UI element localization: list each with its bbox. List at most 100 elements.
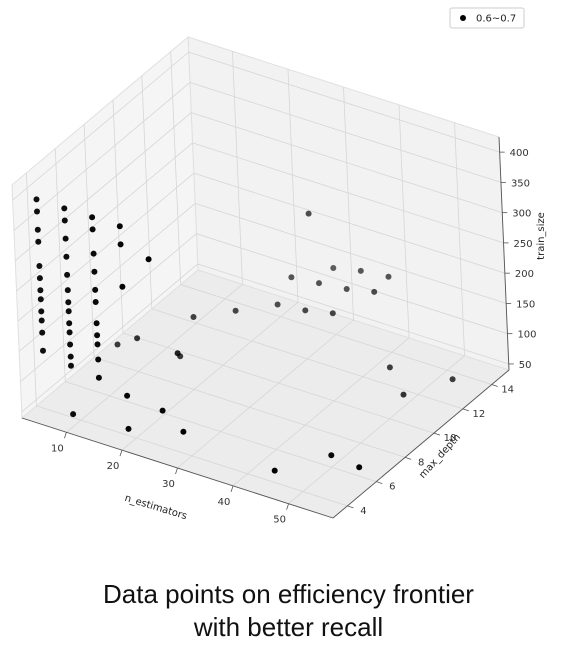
- y-tick: [463, 409, 469, 411]
- data-point: [63, 254, 69, 260]
- data-point: [288, 274, 294, 280]
- data-point: [37, 287, 43, 293]
- data-point: [61, 205, 67, 211]
- x-tick: [176, 468, 178, 474]
- data-point: [126, 426, 132, 432]
- data-point: [356, 464, 362, 470]
- data-point: [90, 226, 96, 232]
- data-point: [272, 468, 278, 474]
- data-point: [450, 376, 456, 382]
- x-tick-label: 40: [218, 497, 231, 508]
- data-point: [38, 296, 44, 302]
- data-point: [65, 299, 71, 305]
- data-point: [94, 332, 100, 338]
- data-point: [66, 308, 72, 314]
- data-point: [67, 342, 73, 348]
- z-tick-label: 100: [517, 330, 536, 341]
- data-point: [96, 375, 102, 381]
- data-point: [386, 274, 392, 280]
- data-point: [124, 393, 130, 399]
- data-point: [115, 342, 121, 348]
- z-tick-label: 400: [510, 148, 529, 159]
- figure-caption: Data points on efficiency frontier with …: [0, 578, 577, 644]
- data-point: [330, 310, 336, 316]
- data-point: [39, 318, 45, 324]
- x-tick-label: 10: [51, 443, 64, 454]
- data-point: [63, 236, 69, 242]
- y-tick: [347, 506, 353, 508]
- x-tick-label: 50: [273, 515, 286, 526]
- y-tick-label: 6: [389, 482, 395, 493]
- x-axis-title: n_estimators: [123, 493, 188, 522]
- data-point: [306, 211, 312, 217]
- data-point: [64, 272, 70, 278]
- data-point: [175, 350, 181, 356]
- data-point: [134, 335, 140, 341]
- data-point: [95, 341, 101, 347]
- data-point: [328, 452, 334, 458]
- data-point: [66, 320, 72, 326]
- data-point: [36, 263, 42, 269]
- x-tick-label: 20: [107, 461, 120, 472]
- data-point: [118, 241, 124, 247]
- data-point: [119, 284, 125, 290]
- y-tick-label: 12: [472, 409, 485, 420]
- y-tick-label: 4: [360, 506, 366, 517]
- z-tick-label: 300: [512, 209, 531, 220]
- chart-panes: [12, 37, 509, 518]
- data-point: [37, 275, 43, 281]
- data-point: [68, 354, 74, 360]
- data-point: [94, 320, 100, 326]
- z-axis-title: train_size: [536, 212, 547, 260]
- data-point: [40, 348, 46, 354]
- data-point: [95, 357, 101, 363]
- data-point: [91, 251, 97, 257]
- data-point: [62, 218, 68, 224]
- data-point: [91, 269, 97, 275]
- data-point: [39, 330, 45, 336]
- data-point: [358, 268, 364, 274]
- data-point: [89, 214, 95, 220]
- z-tick-label: 350: [511, 178, 530, 189]
- data-point: [180, 429, 186, 435]
- data-point: [67, 329, 73, 335]
- data-point: [92, 287, 98, 293]
- y-tick: [376, 482, 382, 484]
- data-point: [191, 314, 197, 320]
- data-point: [34, 196, 40, 202]
- data-point: [371, 289, 377, 295]
- data-point: [35, 239, 41, 245]
- x-tick: [120, 450, 122, 456]
- legend-marker: [460, 15, 466, 21]
- z-tick-label: 150: [516, 299, 535, 310]
- data-point: [233, 308, 239, 314]
- x-tick-label: 30: [162, 479, 175, 490]
- data-point: [117, 223, 123, 229]
- scatter-3d-chart: 10 20 30 40 50 4 6 8 10 12 14 50 100 150 200 250 300 350 4…: [0, 0, 577, 570]
- z-tick-label: 200: [515, 269, 534, 280]
- legend-label: 0.6~0.7: [476, 14, 516, 25]
- x-tick: [287, 504, 289, 510]
- data-point: [401, 392, 407, 398]
- data-point: [70, 411, 76, 417]
- data-point: [93, 299, 99, 305]
- data-point: [275, 302, 281, 308]
- data-point: [35, 227, 41, 233]
- data-point: [146, 256, 152, 262]
- x-tick: [231, 486, 233, 492]
- data-point: [330, 265, 336, 271]
- z-tick-label: 250: [514, 239, 533, 250]
- x-tick: [64, 432, 66, 438]
- y-tick: [434, 433, 440, 435]
- legend: 0.6~0.7: [450, 8, 524, 28]
- caption-line-1: Data points on efficiency frontier: [0, 578, 577, 611]
- caption-line-2: with better recall: [0, 611, 577, 644]
- y-tick: [405, 457, 411, 459]
- data-point: [65, 287, 71, 293]
- data-point: [387, 364, 393, 370]
- data-point: [316, 280, 322, 286]
- data-point: [38, 308, 44, 314]
- z-tick-label: 50: [519, 360, 532, 371]
- y-tick: [492, 385, 498, 387]
- data-point: [68, 363, 74, 369]
